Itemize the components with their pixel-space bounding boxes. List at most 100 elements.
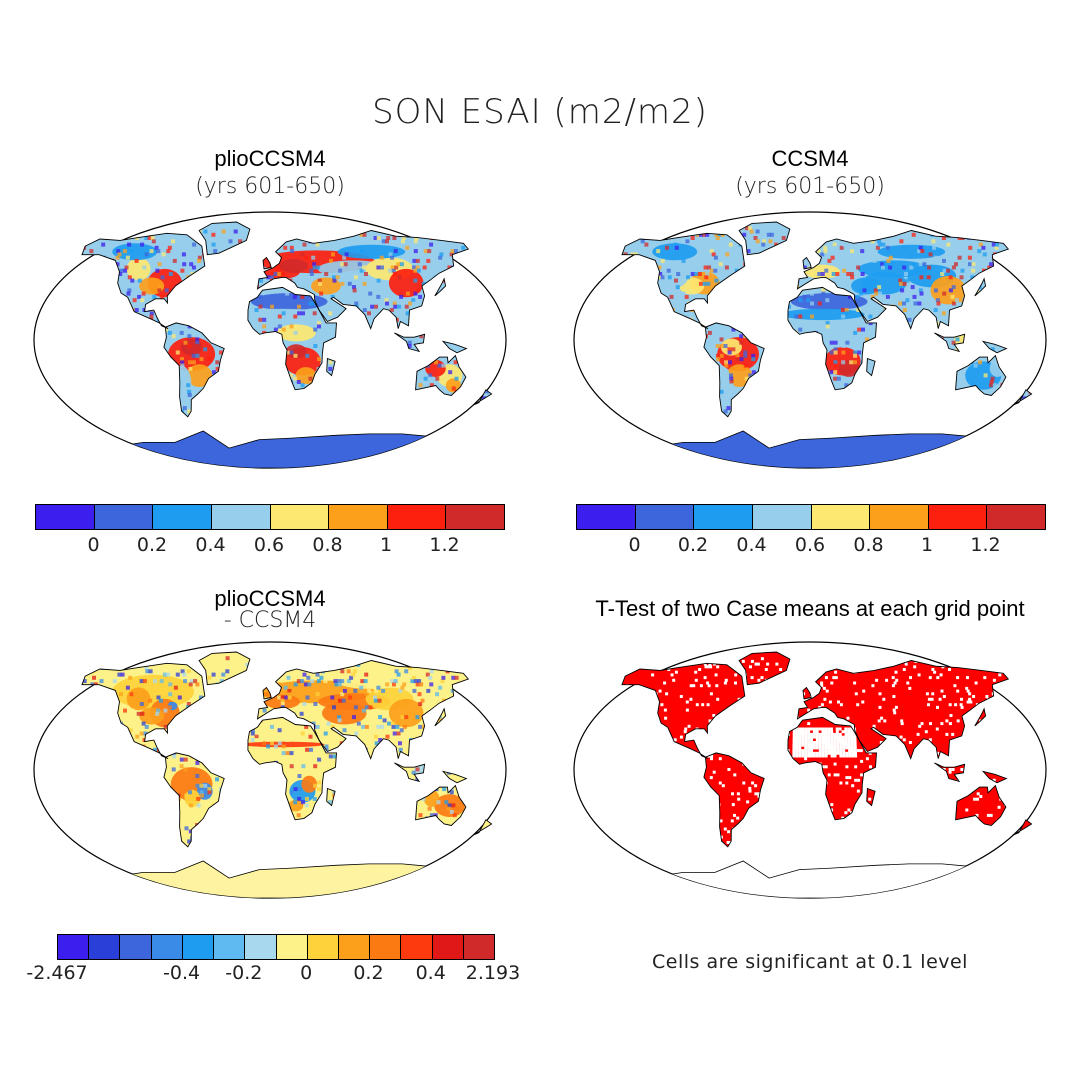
coastline-uk [262, 256, 272, 270]
coastline-indo [394, 762, 426, 783]
coastline-na [81, 232, 206, 330]
coastline-afr [247, 286, 337, 391]
coastline-jpn [434, 707, 447, 727]
coastline-indo [394, 332, 426, 353]
colorbar-tick-label: -0.4 [163, 962, 201, 984]
coastline-nz [472, 819, 493, 836]
coastline-png [441, 770, 468, 784]
coastline-grl [198, 651, 251, 686]
colorbar-swatch [329, 505, 388, 529]
coastline-indo [934, 762, 966, 783]
coastline-jpn [974, 707, 987, 727]
panel-2-title: CCSM4 [771, 146, 849, 171]
coastline-grl [198, 221, 251, 256]
colorbar-panel-1 [35, 504, 505, 530]
coastline-indo [934, 332, 966, 353]
colorbar-swatch [120, 935, 152, 959]
colorbar-tick-label: 0.2 [136, 534, 168, 556]
coastline-na [81, 662, 206, 760]
colorbar-swatch [89, 935, 121, 959]
coastline-afr [787, 286, 877, 391]
coastline-png [441, 340, 468, 354]
colorbar-tick-label: -2.467 [26, 962, 88, 984]
coastline-aus [415, 354, 467, 396]
colorbar-swatch [370, 935, 402, 959]
coastline-uk [802, 686, 812, 700]
coastline-mad [866, 787, 876, 807]
coastline-sa [703, 752, 765, 848]
colorbar-swatch [151, 935, 183, 959]
colorbar-swatch [432, 935, 464, 959]
colorbar-tick-label: 0.4 [415, 962, 446, 984]
colorbar-tick-label: 0.6 [253, 534, 285, 556]
coastline-sa [163, 322, 225, 418]
colorbar-swatch [338, 935, 371, 959]
colorbar-swatch [276, 935, 308, 959]
coastline-afr [247, 716, 337, 821]
coastline-sa [703, 322, 765, 418]
colorbar-tick-label: 0.2 [353, 962, 384, 984]
colorbar-tick-label: 2.193 [465, 962, 521, 984]
panel-3-title: plioCCSM4 [214, 586, 326, 611]
coastline-nz [1012, 819, 1033, 836]
colorbar-tick-label: 0.4 [736, 534, 767, 556]
panel-1-map [30, 205, 510, 471]
coastline-png [981, 340, 1008, 354]
coastline-jpn [434, 277, 447, 297]
colorbar-swatch [182, 935, 215, 959]
colorbar-swatch [387, 505, 447, 529]
coastline-aus [955, 784, 1007, 826]
colorbar-swatch [928, 505, 988, 529]
colorbar-tick-label: 0.8 [312, 534, 343, 556]
colorbar-swatch [987, 505, 1045, 529]
colorbar-swatch [401, 935, 433, 959]
world-map [573, 211, 1047, 469]
colorbar-tick-label: 0.6 [794, 534, 826, 556]
colorbar-swatch [694, 505, 753, 529]
coastline-nz [472, 389, 493, 406]
panel-4-title: T-Test of two Case means at each grid po… [595, 596, 1025, 621]
colorbar-swatch [270, 505, 330, 529]
significance-note: Cells are significant at 0.1 level [652, 951, 968, 973]
coastline-png [981, 770, 1008, 784]
colorbar-swatch [635, 505, 695, 529]
panel-3-subtitle: - CCSM4 [223, 608, 317, 633]
coastline-mad [326, 787, 336, 807]
coastline-uk [802, 256, 812, 270]
colorbar-panel-3 [57, 934, 495, 960]
colorbar-swatch [463, 935, 495, 959]
colorbar-tick-label: 1.2 [429, 534, 460, 556]
colorbar-swatch [870, 505, 929, 529]
panel-1-subtitle: (yrs 601-650) [195, 174, 345, 199]
colorbar-swatch [58, 935, 90, 959]
colorbar-swatch [94, 505, 154, 529]
colorbar-tick-label: 1.2 [970, 534, 1001, 556]
panel-2-subtitle: (yrs 601-650) [735, 174, 885, 199]
coastline-sa [163, 752, 225, 848]
panel-2-map [570, 205, 1050, 471]
colorbar-swatch [36, 505, 95, 529]
world-map [33, 211, 507, 469]
world-map [33, 641, 507, 899]
panel-4-map [570, 635, 1050, 901]
world-map [573, 641, 1047, 899]
colorbar-tick-label: -0.2 [225, 962, 263, 984]
coastline-jpn [974, 277, 987, 297]
colorbar-swatch [811, 505, 871, 529]
colorbar-swatch [153, 505, 212, 529]
coastline-nz [1012, 389, 1033, 406]
colorbar-swatch [214, 935, 246, 959]
colorbar-swatch [577, 505, 636, 529]
colorbar-tick-label: 0 [628, 534, 641, 556]
coastline-aus [955, 354, 1007, 396]
colorbar-swatch [752, 505, 812, 529]
coastline-mad [326, 357, 336, 377]
coastline-mad [866, 357, 876, 377]
colorbar-tick-label: 0.4 [195, 534, 226, 556]
coastline-na [621, 662, 746, 760]
colorbar-swatch [307, 935, 339, 959]
colorbar-tick-label: 0 [87, 534, 100, 556]
colorbar-tick-label: 0.2 [677, 534, 709, 556]
figure-title: SON ESAI (m2/m2) [372, 92, 708, 132]
colorbar-tick-label: 0.8 [853, 534, 884, 556]
